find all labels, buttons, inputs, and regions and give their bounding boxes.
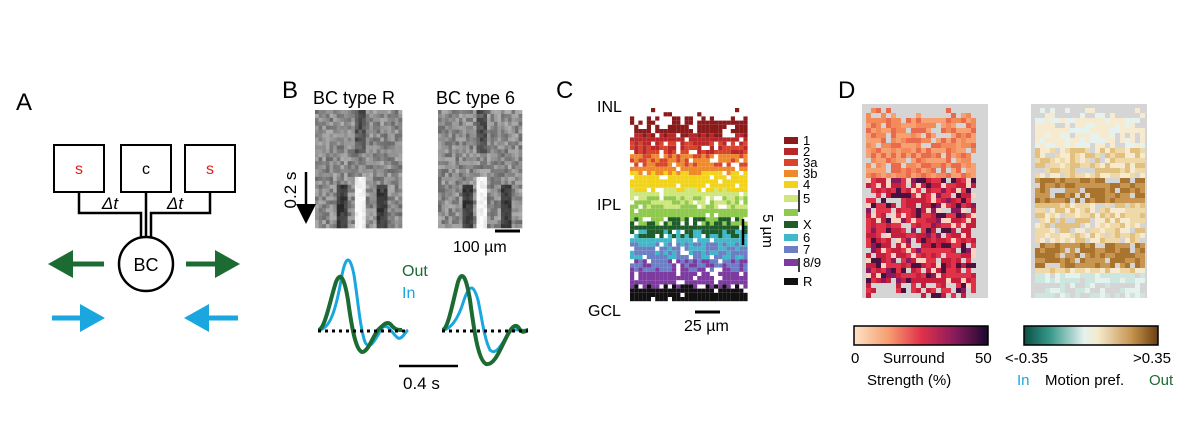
surround-colorbar-label-line2: Strength (%) — [867, 372, 951, 389]
out-arrow-left-icon — [48, 250, 104, 278]
motion-out-label: Out — [1149, 372, 1174, 389]
surround-colorbar-min: 0 — [851, 350, 859, 367]
surround-left-label: s — [75, 161, 83, 178]
type-legend-label: 7 — [803, 242, 810, 257]
type-legend-label: 3b — [803, 166, 817, 181]
panel-d: D 0 Surround 50 Strength (%) <-0.35 >0.3… — [838, 77, 1174, 389]
center-label: c — [142, 161, 150, 178]
type-legend-label: 8/9 — [803, 255, 821, 270]
panel-c-letter: C — [556, 77, 573, 104]
type-legend-label: X — [803, 217, 812, 232]
ipl-label: IPL — [597, 197, 621, 214]
trace-in-type-r — [317, 258, 409, 347]
type-legend-label: 3a — [803, 155, 818, 170]
motion-preference-map — [1035, 108, 1145, 298]
panel-b-letter: B — [282, 77, 298, 104]
out-arrow-right-icon — [186, 250, 240, 278]
in-arrow-left-icon — [52, 304, 105, 332]
type-legend-label: 2 — [803, 144, 810, 159]
delay-right-label: Δt — [166, 194, 184, 213]
motion-colorbar-max: >0.35 — [1133, 350, 1171, 367]
surround-right-label: s — [206, 161, 214, 178]
time-scale-label: 0.2 s — [281, 172, 300, 209]
bc-type-6-title: BC type 6 — [436, 88, 515, 108]
surround-strength-map — [866, 108, 976, 298]
type-legend-label: 6 — [803, 230, 810, 245]
motion-pref-label: Motion pref. — [1045, 372, 1124, 389]
type-legend-label: R — [803, 274, 812, 289]
surround-colorbar-max: 50 — [975, 350, 992, 367]
bipolar-cell-circle — [117, 235, 175, 293]
bc-type-r-title: BC type R — [313, 88, 395, 108]
type-legend-label: 1 — [803, 133, 810, 148]
type-legend-label: 4 — [803, 177, 810, 192]
kernel-image-type-6 — [438, 110, 523, 229]
panel-d-letter: D — [838, 77, 855, 104]
trace-out-type-r — [317, 274, 403, 355]
trace-time-scale-label: 0.4 s — [403, 374, 440, 393]
width-scale-label: 25 µm — [684, 318, 729, 335]
surround-colorbar-label-line1: Surround — [883, 350, 945, 367]
legend-out-label: Out — [402, 263, 428, 280]
depth-scale-label: 5 µm — [759, 214, 776, 248]
bipolar-cell-label: BC — [133, 255, 158, 275]
surround-colorbar — [853, 325, 989, 346]
inl-label: INL — [597, 99, 622, 116]
motion-in-label: In — [1017, 372, 1030, 389]
traces-type-6 — [441, 274, 529, 367]
space-scale-label: 100 µm — [453, 239, 507, 256]
traces-type-r — [317, 258, 409, 355]
type-legend-label: 5 — [803, 191, 810, 206]
kernel-image-type-r — [315, 110, 403, 229]
panel-a: A s c s Δt Δt BC — [16, 89, 240, 332]
gcl-label: GCL — [588, 303, 621, 320]
delay-left-label: Δt — [101, 194, 119, 213]
legend-in-label: In — [402, 285, 415, 302]
panel-a-letter: A — [16, 89, 32, 116]
bc-type-map — [630, 108, 748, 302]
connection-wires — [77, 192, 212, 238]
in-arrow-right-icon — [184, 304, 238, 332]
motion-colorbar-min: <-0.35 — [1005, 350, 1048, 367]
motion-colorbar — [1023, 325, 1159, 346]
panel-b: B BC type R BC type 6 0.2 s 100 µm Out I… — [281, 77, 529, 393]
